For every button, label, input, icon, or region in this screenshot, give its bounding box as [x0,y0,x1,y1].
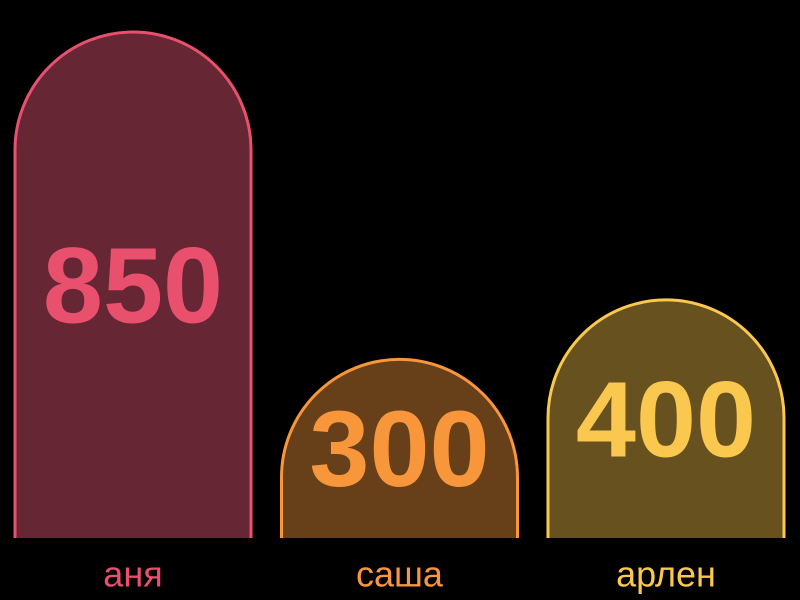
bar-value-label-1: 850 [43,225,223,346]
value-labels-layer: 850 300 400 [43,225,756,510]
bar-value-label-2: 300 [309,388,489,509]
category-labels-layer: аня саша арлен [103,554,716,595]
bar-2 [280,357,519,538]
category-label-1: аня [103,554,162,595]
bars-layer [13,30,786,538]
bar-value-label-3: 400 [576,358,756,479]
category-label-3: арлен [616,554,716,595]
bar-3 [546,298,786,538]
category-label-2: саша [356,554,444,595]
bar-1 [13,30,253,538]
